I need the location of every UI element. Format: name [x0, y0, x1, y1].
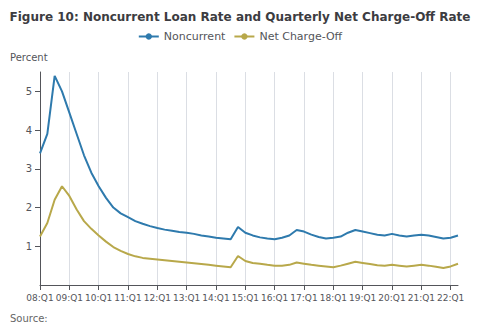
svg-text:5: 5 — [26, 86, 32, 97]
svg-text:22:Q1: 22:Q1 — [437, 293, 464, 303]
svg-text:4: 4 — [26, 125, 32, 136]
svg-text:Source:: Source: — [10, 313, 48, 324]
svg-text:Noncurrent: Noncurrent — [164, 30, 226, 43]
svg-text:1: 1 — [26, 241, 32, 252]
svg-text:16:Q1: 16:Q1 — [261, 293, 288, 303]
svg-text:3: 3 — [26, 163, 32, 174]
svg-text:Percent: Percent — [10, 52, 48, 63]
svg-text:15:Q1: 15:Q1 — [232, 293, 259, 303]
svg-text:11:Q1: 11:Q1 — [114, 293, 141, 303]
svg-text:09:Q1: 09:Q1 — [56, 293, 83, 303]
svg-text:08:Q1: 08:Q1 — [26, 293, 53, 303]
svg-text:14:Q1: 14:Q1 — [202, 293, 229, 303]
svg-text:21:Q1: 21:Q1 — [408, 293, 435, 303]
svg-text:17:Q1: 17:Q1 — [290, 293, 317, 303]
svg-text:20:Q1: 20:Q1 — [378, 293, 405, 303]
svg-text:13:Q1: 13:Q1 — [173, 293, 200, 303]
svg-text:Net Charge-Off: Net Charge-Off — [259, 30, 342, 43]
svg-text:2: 2 — [26, 202, 32, 213]
svg-text:Figure 10: Noncurrent Loan Rat: Figure 10: Noncurrent Loan Rate and Quar… — [10, 10, 471, 24]
svg-text:18:Q1: 18:Q1 — [320, 293, 347, 303]
svg-text:12:Q1: 12:Q1 — [144, 293, 171, 303]
svg-text:10:Q1: 10:Q1 — [85, 293, 112, 303]
svg-text:19:Q1: 19:Q1 — [349, 293, 376, 303]
